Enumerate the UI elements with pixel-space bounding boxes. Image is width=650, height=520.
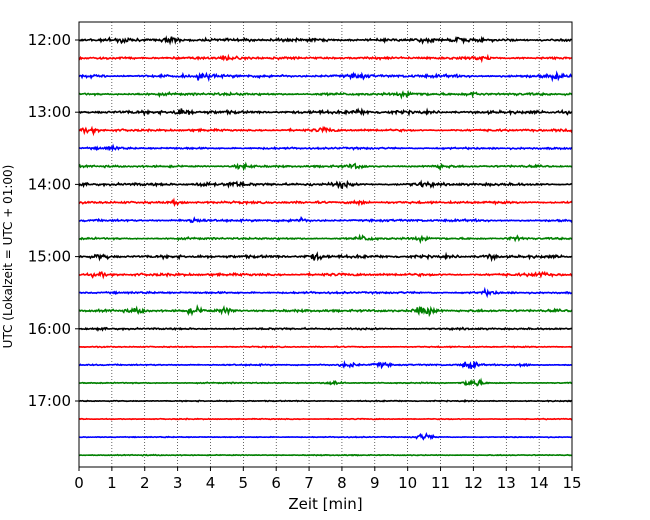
y-tick-label: 17:00 (28, 392, 71, 410)
x-tick-label: 13 (497, 474, 516, 492)
x-tick-label: 6 (271, 474, 281, 492)
trace-line (78, 89, 573, 100)
axis-ticks: 0 1 2 3 4 5 6 7 8 9 10 11 12 13 14 1512:0013:0014:0015:… (28, 31, 582, 492)
x-tick-label: 0 (74, 474, 84, 492)
x-tick-label: 2 (140, 474, 150, 492)
trace-line (78, 417, 573, 421)
x-tick-label: 12 (464, 474, 483, 492)
x-tick-label: 8 (337, 474, 347, 492)
y-tick-label: 13:00 (28, 103, 71, 121)
x-tick-label: 15 (562, 474, 581, 492)
y-tick-label: 14:00 (28, 175, 71, 193)
y-tick-label: 15:00 (28, 248, 71, 266)
trace-line (78, 326, 573, 332)
x-tick-label: 1 (107, 474, 117, 492)
plot-frame (78, 21, 573, 468)
trace-line (78, 453, 573, 457)
y-tick-label: 12:00 (28, 31, 71, 49)
trace-line (78, 161, 573, 172)
x-tick-label: 7 (304, 474, 314, 492)
x-axis-label: Zeit [min] (288, 495, 362, 513)
trace-line (78, 125, 573, 137)
y-axis-label: UTC (Lokalzeit = UTC + 01:00) (1, 165, 15, 349)
trace-line (78, 270, 573, 280)
trace-line (78, 70, 573, 83)
trace-line (78, 398, 573, 403)
grid-lines (111, 22, 540, 467)
x-tick-label: 3 (173, 474, 183, 492)
trace-line (78, 359, 573, 370)
trace-line (78, 197, 573, 208)
trace-line (78, 179, 573, 190)
trace-line (78, 216, 573, 224)
trace-line (78, 251, 573, 263)
x-tick-label: 4 (206, 474, 216, 492)
trace-line (78, 143, 573, 152)
x-tick-label: 9 (370, 474, 380, 492)
trace-line (78, 304, 573, 318)
x-tick-label: 11 (431, 474, 450, 492)
x-tick-label: 10 (398, 474, 417, 492)
x-tick-label: 5 (239, 474, 249, 492)
trace-line (78, 377, 573, 387)
trace-group (78, 35, 573, 457)
y-tick-label: 16:00 (28, 320, 71, 338)
trace-line (78, 233, 573, 245)
x-tick-label: 14 (530, 474, 549, 492)
trace-line (78, 53, 573, 64)
trace-line (78, 35, 572, 46)
trace-line (78, 345, 573, 349)
trace-line (78, 432, 573, 441)
trace-line (78, 107, 573, 117)
trace-line (78, 286, 573, 299)
